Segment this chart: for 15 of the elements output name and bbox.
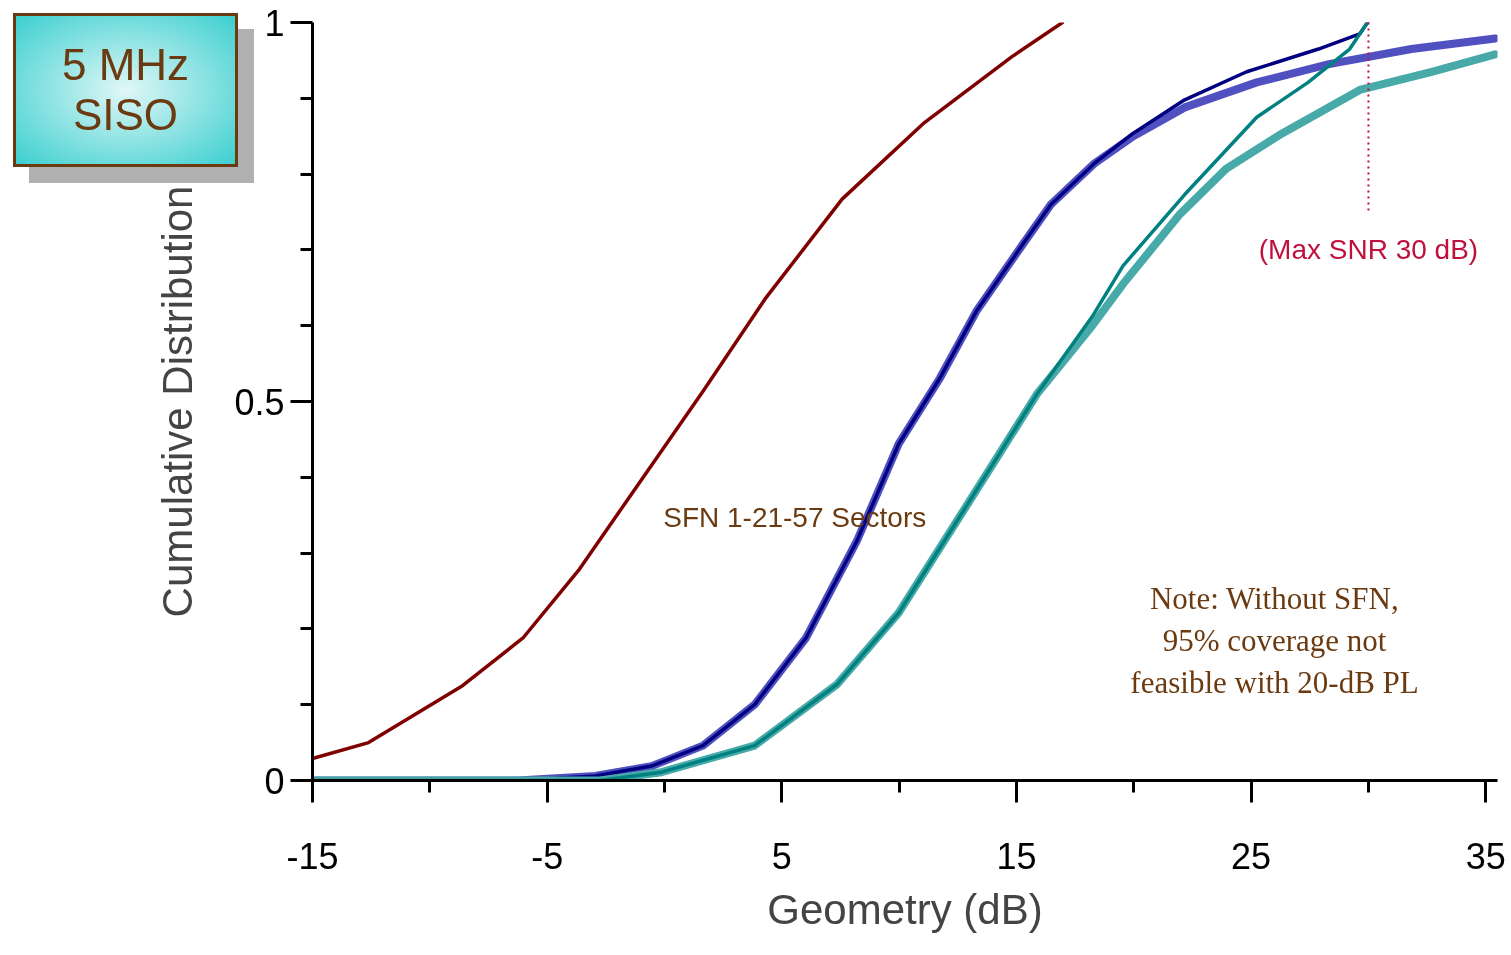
x-axis-title: Geometry (dB): [767, 885, 1043, 933]
x-tick-label: 15: [996, 835, 1037, 877]
line-series: [312, 22, 1065, 761]
ref-line-label: (Max SNR 30 dB): [1258, 234, 1479, 266]
x-tick-label: -15: [286, 835, 339, 877]
y-tick-label: 0: [264, 760, 285, 802]
x-tick-label: 5: [771, 835, 792, 877]
annotation: Note: Without SFN, 95% coverage not feasible with 20-dB PL: [1130, 580, 1419, 700]
x-tick-label: 35: [1465, 835, 1506, 877]
y-tick-label: 0.5: [234, 381, 285, 423]
x-tick-label: -5: [531, 835, 564, 877]
y-tick-label: 1: [264, 2, 285, 44]
y-axis-title: Cumulative Distribution: [154, 185, 202, 618]
text: 5 MHz SISO: [61, 40, 190, 140]
x-tick-label: 25: [1231, 835, 1272, 877]
